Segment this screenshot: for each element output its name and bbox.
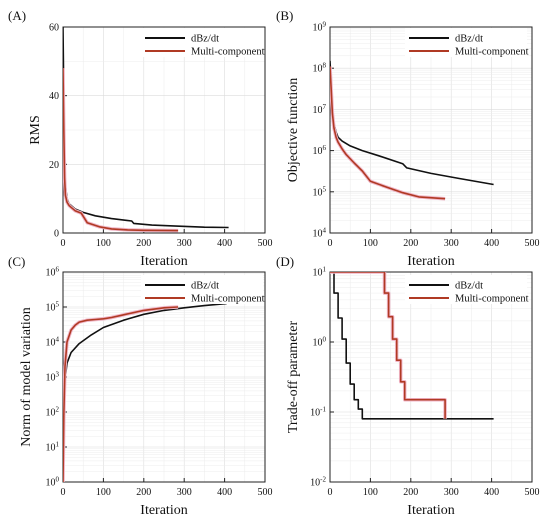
- legend-label: dBz/dt: [191, 281, 219, 292]
- y-tick-label: 109: [313, 21, 327, 34]
- legend-box: [141, 28, 263, 57]
- legend-box: [405, 275, 527, 304]
- y-tick-label: 10-1: [310, 406, 326, 419]
- x-tick-label: 0: [61, 487, 66, 498]
- legend-label: Multi-component: [455, 294, 529, 305]
- y-axis-label: Norm of model variation: [19, 307, 34, 447]
- plot-frame: [329, 271, 533, 483]
- legend-label: dBz/dt: [455, 281, 483, 292]
- x-tick-label: 200: [136, 238, 151, 249]
- y-axis-label: RMS: [28, 115, 43, 145]
- series-line-multi-component: [63, 306, 179, 482]
- x-tick-label: 200: [136, 487, 151, 498]
- legend: dBz/dt Multi-component: [141, 28, 265, 58]
- series-line-multi-component: [63, 68, 179, 232]
- x-tick-label: 200: [403, 238, 418, 249]
- x-tick-label: 500: [525, 238, 540, 249]
- y-tick-label: 40: [49, 91, 59, 102]
- y-tick-label: 60: [49, 23, 59, 34]
- x-axis-label: Iteration: [140, 503, 187, 518]
- chart-panel-b: 0 100 200 300 400 500 104 105 106 107 108 109 Iterat…: [276, 8, 540, 269]
- legend: dBz/dt Multi-component: [141, 275, 265, 305]
- x-tick-label: 100: [363, 487, 378, 498]
- panel-label: (A): [8, 8, 26, 23]
- chart-panel-c: 0 100 200 300 400 500100101102103104105106Ite…: [8, 254, 273, 518]
- y-axis-label: Trade-off parameter: [286, 320, 301, 433]
- legend-label: Multi-component: [455, 47, 529, 58]
- legend-label: dBz/dt: [191, 34, 219, 45]
- y-tick-label: 106: [46, 266, 60, 279]
- x-axis-label: Iteration: [140, 254, 187, 269]
- series-line-dbz-dt: [63, 302, 227, 482]
- y-tick-label: 100: [46, 476, 60, 489]
- y-tick-label: 100: [313, 336, 327, 349]
- plot-frame: [329, 26, 533, 234]
- grid-lines: [62, 272, 266, 483]
- series-line-multi-component: [330, 66, 446, 200]
- legend-box: [405, 28, 527, 57]
- series-line-halo: [63, 305, 179, 482]
- x-tick-label: 100: [363, 238, 378, 249]
- x-tick-label: 0: [328, 238, 333, 249]
- y-tick-label: 106: [313, 144, 327, 157]
- legend-label: dBz/dt: [455, 34, 483, 45]
- x-tick-label: 500: [258, 238, 273, 249]
- y-tick-label: 108: [313, 62, 327, 75]
- x-tick-label: 100: [96, 238, 111, 249]
- panel-label: (D): [276, 254, 294, 269]
- y-tick-label: 10-2: [310, 476, 326, 489]
- chart-panel-d: 0 100 200 300 400 500 10-2 10-1 100 101 Iteration T…: [276, 254, 540, 518]
- x-tick-label: 0: [61, 238, 66, 249]
- panel-label: (B): [276, 8, 293, 23]
- x-tick-label: 300: [177, 238, 192, 249]
- series-line-halo: [330, 66, 446, 201]
- x-tick-label: 200: [403, 487, 418, 498]
- y-tick-label: 101: [313, 266, 327, 279]
- chart-panel-a: 0 100 200 300 400 500 0 20 40 60 Iteration RMS (A) dB…: [8, 8, 273, 269]
- x-tick-label: 300: [444, 238, 459, 249]
- x-tick-label: 400: [484, 487, 499, 498]
- x-axis-label: Iteration: [407, 254, 454, 269]
- legend: dBz/dt Multi-component: [405, 275, 529, 305]
- legend: dBz/dt Multi-component: [405, 28, 529, 58]
- y-axis-label: Objective function: [286, 78, 301, 183]
- x-tick-label: 100: [96, 487, 111, 498]
- y-tick-label: 105: [313, 185, 327, 198]
- y-tick-label: 107: [313, 103, 327, 116]
- grid-lines: [62, 26, 266, 234]
- legend-box: [141, 275, 263, 304]
- series-line-dbz-dt: [330, 272, 494, 420]
- legend-label: Multi-component: [191, 294, 265, 305]
- panel-label: (C): [8, 254, 25, 269]
- x-tick-label: 300: [177, 487, 192, 498]
- y-tick-label: 104: [313, 227, 327, 240]
- series-line-halo: [63, 68, 179, 233]
- x-tick-label: 500: [258, 487, 273, 498]
- y-tick-label: 104: [46, 336, 60, 349]
- x-tick-label: 400: [217, 487, 232, 498]
- x-tick-label: 300: [444, 487, 459, 498]
- y-tick-label: 105: [46, 301, 60, 314]
- series-line-dbz-dt: [330, 60, 494, 186]
- y-tick-label: 102: [46, 406, 60, 419]
- x-tick-label: 0: [328, 487, 333, 498]
- y-tick-label: 0: [54, 229, 59, 240]
- series-line-multi-component: [330, 272, 446, 419]
- grid-lines: [329, 27, 533, 234]
- x-tick-label: 400: [484, 238, 499, 249]
- x-axis-label: Iteration: [407, 503, 454, 518]
- y-tick-label: 20: [49, 160, 59, 171]
- x-tick-label: 500: [525, 487, 540, 498]
- y-tick-label: 103: [46, 371, 60, 384]
- y-tick-label: 101: [46, 441, 60, 454]
- x-tick-label: 400: [217, 238, 232, 249]
- legend-label: Multi-component: [191, 47, 265, 58]
